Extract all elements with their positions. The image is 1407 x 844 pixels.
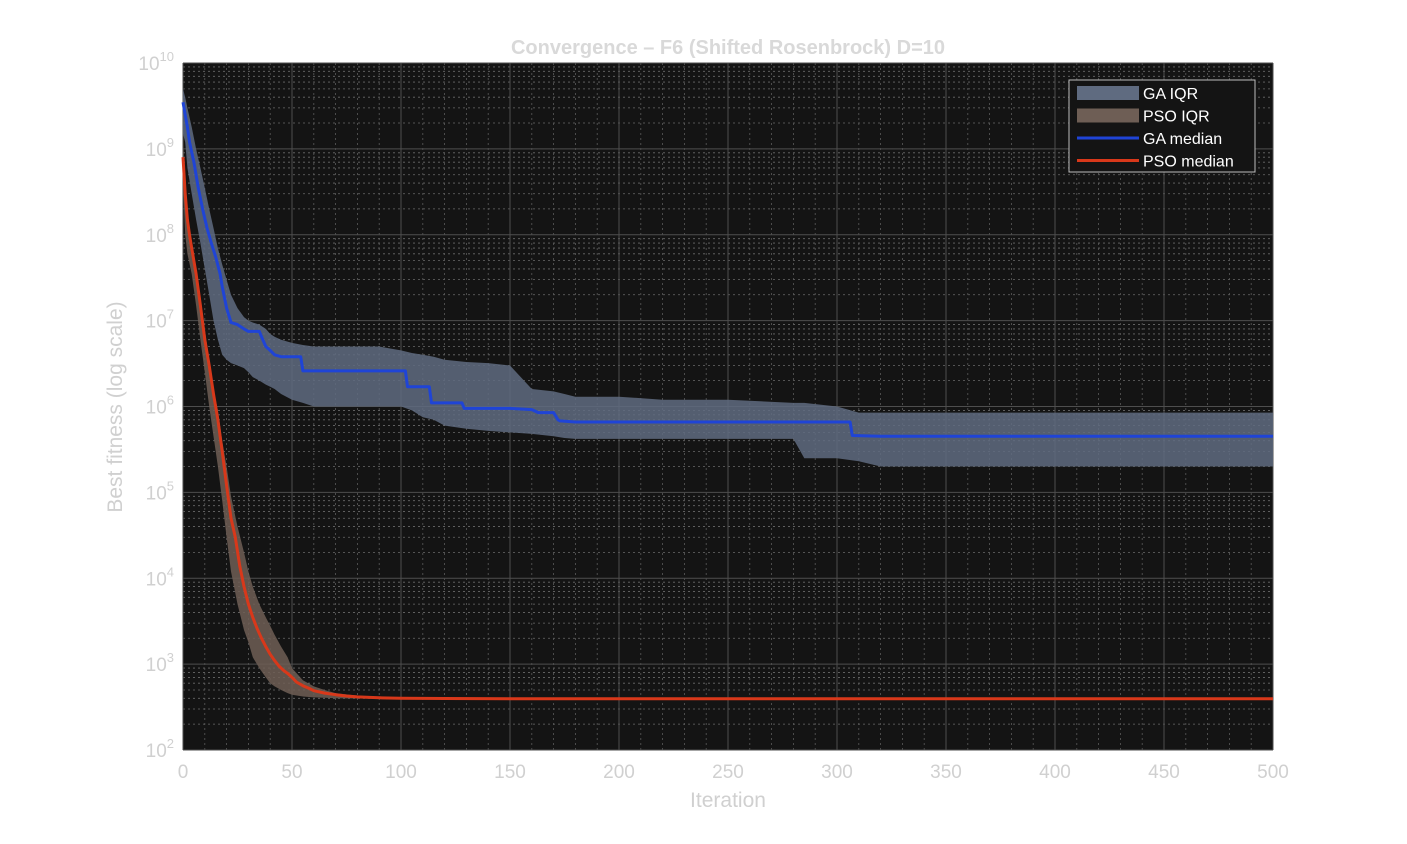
series-layer	[181, 88, 1273, 701]
x-tick-label: 400	[1039, 762, 1071, 783]
y-tick-label: 107	[146, 307, 174, 333]
x-axis-title: Iteration	[690, 789, 766, 812]
chart-title: Convergence – F6 (Shifted Rosenbrock) D=…	[511, 37, 945, 59]
legend-swatch	[1077, 108, 1139, 123]
x-tick-label: 500	[1257, 762, 1289, 783]
x-tick-label: 150	[494, 762, 526, 783]
y-tick-label: 102	[146, 736, 174, 762]
y-tick-label: 109	[146, 135, 174, 161]
legend-label: PSO median	[1143, 154, 1234, 171]
x-tick-label: 100	[385, 762, 417, 783]
legend-label: PSO IQR	[1143, 109, 1210, 126]
x-tick-label: 450	[1148, 762, 1180, 783]
legend: GA IQR PSO IQR GA median PSO median	[1068, 79, 1256, 173]
y-axis-title: Best fitness (log scale)	[104, 301, 127, 512]
line-pso-median	[181, 157, 1273, 701]
y-tick-label: 104	[146, 564, 174, 590]
x-tick-labels: 0 50 100 150 200 250 300 350 400 450 500	[178, 762, 1289, 783]
band-ga-iqr	[183, 88, 1273, 467]
legend-swatch	[1077, 86, 1139, 100]
legend-label: GA median	[1143, 131, 1222, 148]
legend-label: GA IQR	[1143, 86, 1198, 103]
x-tick-label: 200	[603, 762, 635, 783]
y-tick-label: 108	[146, 221, 174, 247]
x-tick-label: 350	[930, 762, 962, 783]
x-tick-label: 0	[178, 762, 189, 783]
y-tick-label: 106	[146, 393, 174, 419]
x-tick-label: 250	[712, 762, 744, 783]
y-tick-label: 1010	[138, 49, 174, 75]
x-tick-label: 300	[821, 762, 853, 783]
y-tick-label: 105	[146, 478, 174, 504]
line-ga-median	[181, 101, 1273, 438]
y-tick-label: 103	[146, 650, 174, 676]
x-tick-label: 50	[281, 762, 302, 783]
y-tick-labels: 102 103 104 105 106 107 108 109 1010	[138, 49, 174, 762]
